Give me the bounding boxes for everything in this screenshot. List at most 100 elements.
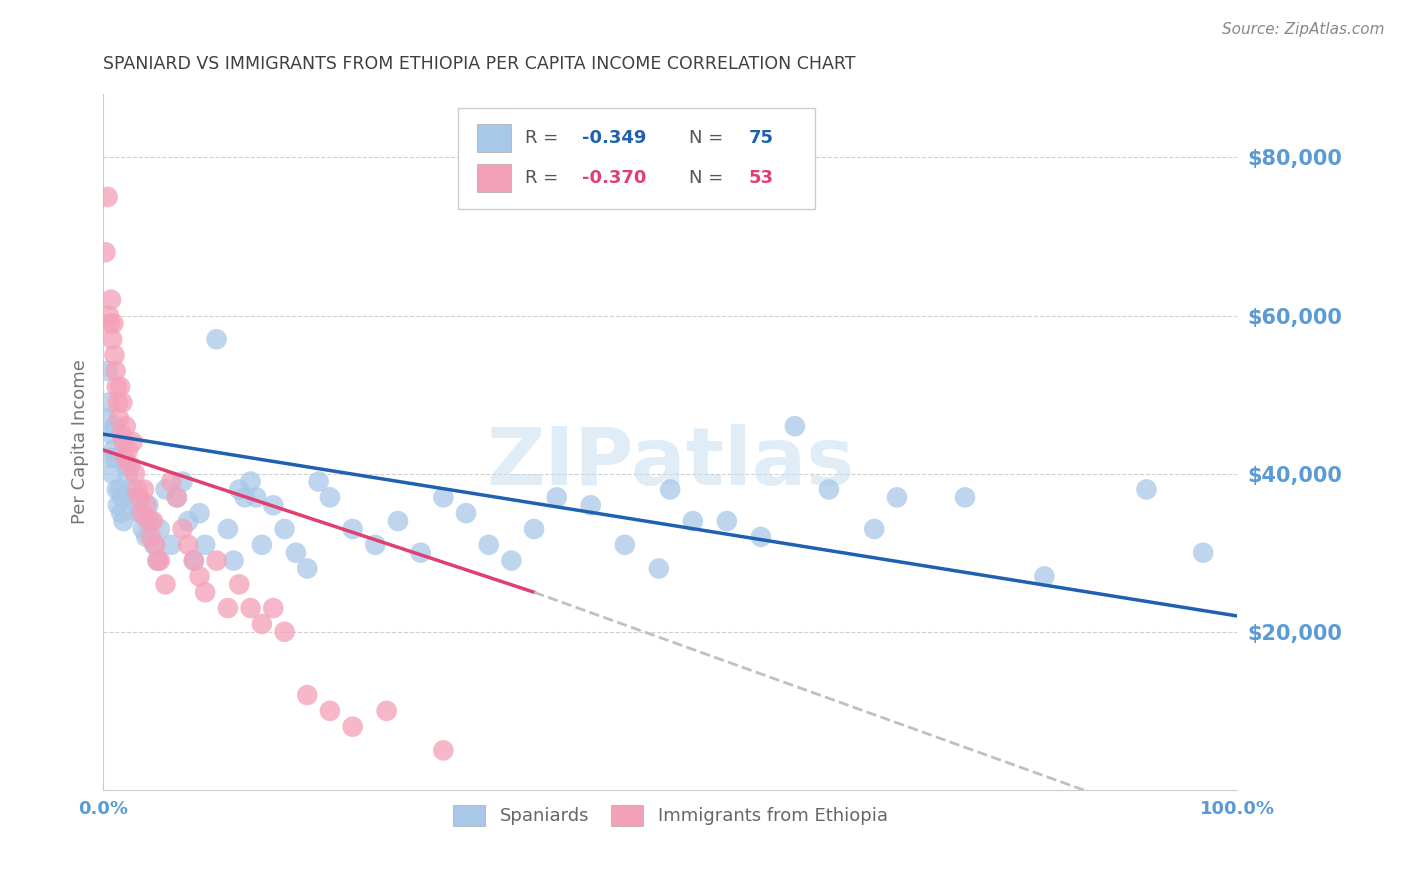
Text: SPANIARD VS IMMIGRANTS FROM ETHIOPIA PER CAPITA INCOME CORRELATION CHART: SPANIARD VS IMMIGRANTS FROM ETHIOPIA PER… — [103, 55, 856, 73]
Point — [579, 498, 602, 512]
Point — [111, 395, 134, 409]
Point — [716, 514, 738, 528]
Point — [94, 245, 117, 260]
Point — [143, 538, 166, 552]
Point — [523, 522, 546, 536]
Point — [454, 506, 477, 520]
Point — [155, 483, 177, 497]
Point — [98, 450, 121, 465]
Point — [149, 522, 172, 536]
Point — [105, 483, 128, 497]
Point — [101, 467, 124, 481]
Point — [101, 332, 124, 346]
Point — [138, 514, 160, 528]
Point — [886, 491, 908, 505]
Point — [107, 395, 129, 409]
Point — [132, 483, 155, 497]
Point — [432, 743, 454, 757]
Point — [98, 317, 121, 331]
Point — [138, 498, 160, 512]
Legend: Spaniards, Immigrants from Ethiopia: Spaniards, Immigrants from Ethiopia — [446, 797, 894, 833]
Point — [108, 483, 131, 497]
Point — [342, 720, 364, 734]
Point — [818, 483, 841, 497]
Point — [308, 475, 330, 489]
Point — [143, 538, 166, 552]
Point — [105, 379, 128, 393]
Text: Source: ZipAtlas.com: Source: ZipAtlas.com — [1222, 22, 1385, 37]
Point — [273, 522, 295, 536]
FancyBboxPatch shape — [478, 124, 512, 152]
Point — [142, 514, 165, 528]
Point — [114, 450, 136, 465]
Point — [103, 317, 125, 331]
Point — [124, 491, 146, 505]
Point — [114, 458, 136, 473]
Text: N =: N = — [689, 129, 730, 147]
Point — [546, 491, 568, 505]
Point — [222, 554, 245, 568]
Point — [97, 395, 120, 409]
Point — [228, 577, 250, 591]
Point — [127, 483, 149, 497]
Point — [135, 530, 157, 544]
Point — [233, 491, 256, 505]
Point — [1192, 546, 1215, 560]
Point — [194, 538, 217, 552]
Point — [172, 475, 194, 489]
Point — [319, 704, 342, 718]
FancyBboxPatch shape — [458, 108, 815, 209]
Point — [100, 427, 122, 442]
Text: R =: R = — [524, 129, 564, 147]
Point — [245, 491, 267, 505]
Point — [183, 554, 205, 568]
Point — [132, 522, 155, 536]
Point — [364, 538, 387, 552]
Text: -0.349: -0.349 — [582, 129, 647, 147]
Point — [128, 491, 150, 505]
Point — [135, 498, 157, 512]
Point — [749, 530, 772, 544]
Point — [121, 435, 143, 450]
Point — [117, 467, 139, 481]
Point — [177, 514, 200, 528]
Point — [111, 491, 134, 505]
Point — [104, 364, 127, 378]
Point — [217, 601, 239, 615]
Point — [112, 514, 135, 528]
Point — [103, 442, 125, 457]
Point — [96, 411, 118, 425]
Point — [262, 601, 284, 615]
Text: 53: 53 — [748, 169, 773, 186]
Point — [250, 616, 273, 631]
Point — [128, 506, 150, 520]
Point — [104, 450, 127, 465]
Point — [112, 435, 135, 450]
Point — [194, 585, 217, 599]
Point — [659, 483, 682, 497]
Point — [97, 190, 120, 204]
Point — [120, 458, 142, 473]
Point — [114, 419, 136, 434]
Point — [146, 554, 169, 568]
Point — [97, 364, 120, 378]
Point — [319, 491, 342, 505]
Point — [783, 419, 806, 434]
Point — [409, 546, 432, 560]
Point — [250, 538, 273, 552]
Point — [131, 506, 153, 520]
Point — [613, 538, 636, 552]
Point — [139, 530, 162, 544]
Point — [166, 491, 188, 505]
Text: -0.370: -0.370 — [582, 169, 647, 186]
Point — [110, 506, 132, 520]
Point — [217, 522, 239, 536]
FancyBboxPatch shape — [478, 164, 512, 192]
Point — [205, 332, 228, 346]
Point — [160, 475, 183, 489]
Point — [387, 514, 409, 528]
Point — [188, 569, 211, 583]
Point — [682, 514, 704, 528]
Point — [149, 554, 172, 568]
Point — [239, 475, 262, 489]
